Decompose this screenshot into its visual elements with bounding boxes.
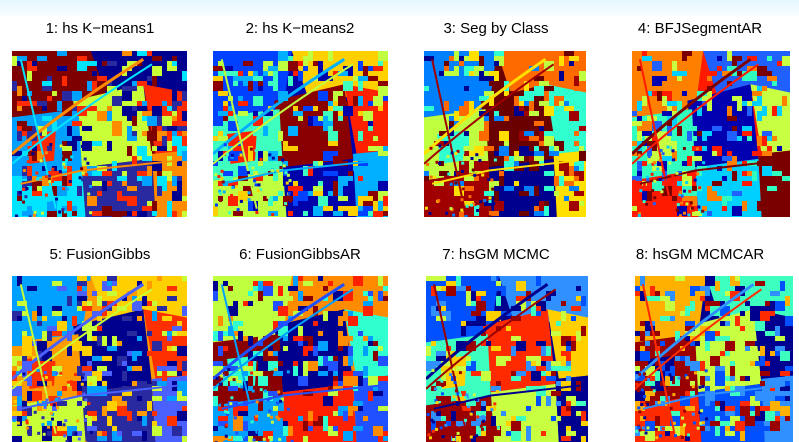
- panel-5-map: [12, 276, 187, 442]
- panel-7-map: [426, 276, 588, 442]
- panel-8-map: [635, 276, 793, 442]
- panel-8-title: 8: hsGM MCMCAR: [635, 246, 765, 263]
- panel-2-map: [213, 51, 388, 217]
- panel-1-map: [12, 51, 187, 217]
- panel-7-title: 7: hsGM MCMC: [442, 246, 550, 263]
- panel-5-title: 5: FusionGibbs: [49, 246, 151, 263]
- panel-3-title: 3: Seg by Class: [443, 20, 549, 37]
- panel-3-map: [424, 51, 586, 217]
- panel-6-map: [213, 276, 388, 442]
- panel-6-title: 6: FusionGibbsAR: [239, 246, 361, 263]
- panel-1-title: 1: hs K−means1: [45, 20, 155, 37]
- panel-4-map: [632, 51, 790, 217]
- panel-2-title: 2: hs K−means2: [245, 20, 355, 37]
- top-band: [0, 0, 799, 16]
- panel-4-title: 4: BFJSegmentAR: [637, 20, 763, 37]
